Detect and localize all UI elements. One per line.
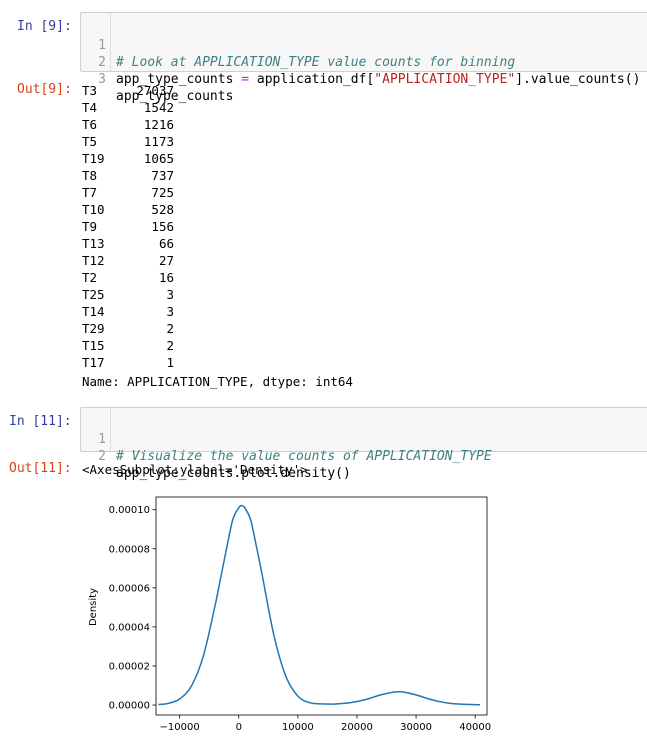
output-value: 737 (151, 168, 174, 183)
line-number: 1 (98, 38, 106, 53)
y-axis-label: Density (88, 588, 99, 626)
y-tick-label: 0.00010 (109, 505, 150, 516)
x-tick-label: 10000 (282, 722, 314, 733)
output-key: T29 (82, 321, 105, 336)
line-number-gutter (81, 13, 111, 71)
code-text: application_df[ (249, 72, 375, 87)
cell2-out-prompt: Out[11]: (9, 461, 72, 476)
output-value: 725 (151, 185, 174, 200)
output-key: T13 (82, 236, 105, 251)
x-tick-label: −10000 (160, 722, 200, 733)
cell1-out-prompt: Out[9]: (17, 82, 72, 97)
output-value: 2 (166, 338, 174, 353)
output-value: 2 (166, 321, 174, 336)
y-tick-label: 0.00008 (109, 544, 150, 555)
output-key: T17 (82, 355, 105, 370)
output-value: 16 (158, 270, 174, 285)
code-text: app_type_counts (116, 72, 242, 87)
output-key: T12 (82, 253, 105, 268)
plot-area (156, 497, 487, 715)
y-tick-label: 0.00002 (109, 661, 150, 672)
line-number: 3 (98, 72, 106, 87)
line-number: 2 (98, 449, 106, 464)
output-key: T8 (82, 168, 98, 183)
x-tick-label: 0 (236, 722, 242, 733)
cell2-in-prompt: In [11]: (9, 414, 72, 429)
output-value: 1065 (143, 151, 174, 166)
axes-repr-text: <AxesSubplot:ylabel='Density'> (82, 462, 308, 477)
x-tick-label: 20000 (341, 722, 373, 733)
output-key: T19 (82, 151, 105, 166)
output-key: T3 (82, 83, 98, 98)
code-line: 2 app_type_counts = application_df["APPL… (81, 37, 640, 87)
density-series-line (158, 505, 480, 706)
code-text: app_type_counts.plot.density() (116, 466, 351, 481)
cell2-code-editor[interactable]: 1 # Visualize the value counts of APPLIC… (80, 407, 647, 481)
output-value: 528 (151, 202, 174, 217)
y-tick-label: 0.00000 (109, 701, 150, 712)
output-key: T25 (82, 287, 105, 302)
output-key: T15 (82, 338, 105, 353)
output-value: 1216 (143, 117, 174, 132)
cell1-code-editor[interactable]: 1 # Look at APPLICATION_TYPE value count… (80, 12, 647, 104)
cell1-in-prompt: In [9]: (17, 19, 72, 34)
code-text: ].value_counts() (515, 72, 641, 87)
output-value: 1542 (143, 100, 174, 115)
code-line: 1 # Look at APPLICATION_TYPE value count… (81, 20, 515, 70)
output-key: T14 (82, 304, 105, 319)
output-key: T7 (82, 185, 98, 200)
code-string: "APPLICATION_TYPE" (374, 72, 516, 87)
y-tick-label: 0.00004 (109, 622, 150, 633)
output-key: T5 (82, 134, 98, 149)
output-value: 1 (166, 355, 174, 370)
output-value: 156 (151, 219, 174, 234)
code-line: 2 app_type_counts.plot.density() (81, 431, 351, 481)
output-value: 1173 (143, 134, 174, 149)
output-value: 3 (166, 304, 174, 319)
code-comment: # Look at APPLICATION_TYPE value counts … (116, 55, 516, 70)
output-value: 27 (158, 253, 174, 268)
code-text: app_type_counts (116, 89, 234, 104)
output-key: T9 (82, 219, 98, 234)
y-tick-label: 0.00006 (109, 583, 150, 594)
code-operator: = (241, 72, 250, 87)
output-footer: Name: APPLICATION_TYPE, dtype: int64 (82, 374, 353, 389)
output-key: T2 (82, 270, 98, 285)
line-number-gutter (81, 408, 111, 451)
code-comment: # Visualize the value counts of APPLICAT… (116, 449, 492, 464)
output-value: 3 (166, 287, 174, 302)
x-tick-label: 40000 (459, 722, 491, 733)
axes-frame (155, 496, 488, 716)
x-tick-label: 30000 (400, 722, 432, 733)
line-number: 2 (98, 55, 106, 70)
code-line: 3 app_type_counts (81, 54, 233, 104)
output-key: T4 (82, 100, 98, 115)
output-value: 66 (158, 236, 174, 251)
output-key: T6 (82, 117, 98, 132)
code-line: 1 # Visualize the value counts of APPLIC… (81, 414, 492, 464)
line-number: 1 (98, 432, 106, 447)
output-key: T10 (82, 202, 105, 217)
output-value: 27037 (136, 83, 174, 98)
